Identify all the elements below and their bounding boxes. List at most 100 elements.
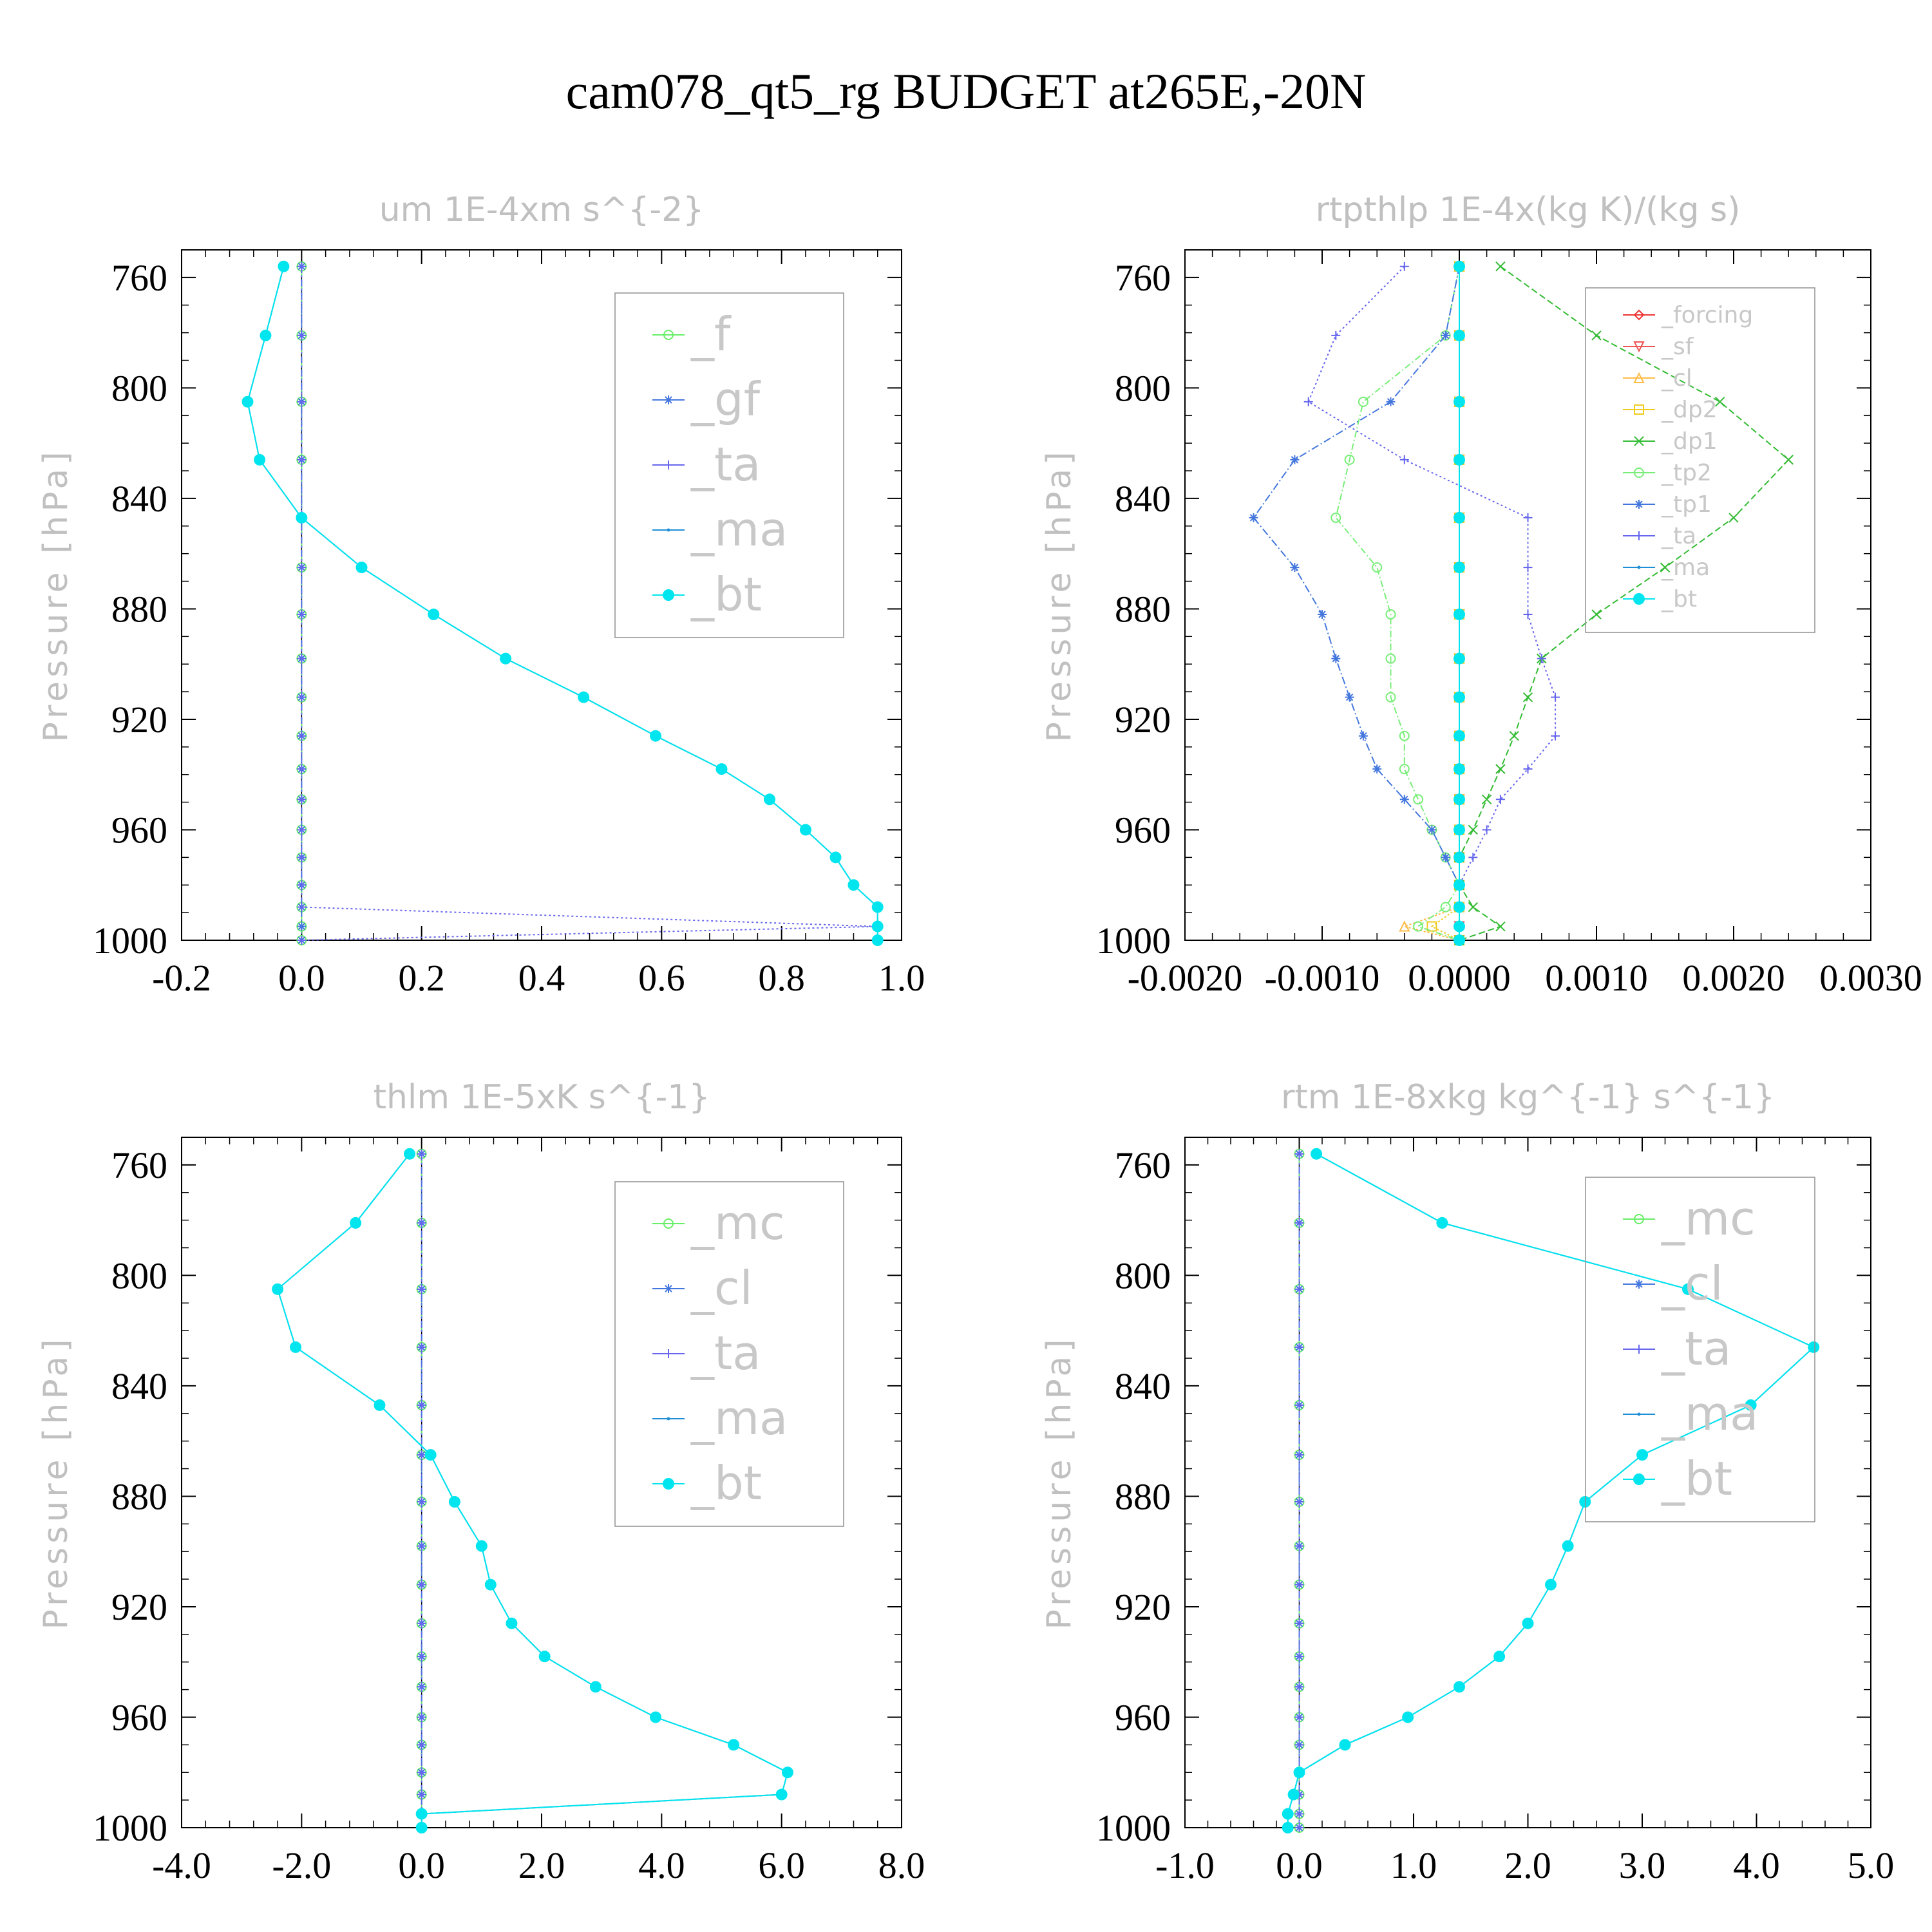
legend-entry: _tp2	[1623, 460, 1712, 486]
data-point	[1358, 396, 1368, 407]
panel-title: thlm 1E-5xK s^{-1}	[374, 1078, 710, 1117]
data-point	[417, 1618, 426, 1628]
panel-title: rtpthlp 1E-4x(kg K)/(kg s)	[1316, 191, 1741, 229]
legend-marker	[1634, 436, 1644, 446]
data-point	[1372, 562, 1383, 573]
legend-marker	[667, 1417, 670, 1421]
legend-marker	[1634, 404, 1644, 415]
data-point	[1714, 397, 1725, 407]
series-line	[1459, 265, 1790, 941]
data-point	[417, 1284, 426, 1294]
series-line	[1402, 266, 1460, 941]
legend-marker	[1634, 1345, 1643, 1354]
data-point	[848, 879, 860, 891]
legend-label: _cl	[690, 1261, 753, 1315]
data-point	[417, 1652, 426, 1662]
y-tick-label: 1000	[1096, 1807, 1171, 1849]
legend-label: _tp1	[1661, 491, 1712, 518]
legend-label: _forcing	[1661, 302, 1753, 328]
x-tick-label: 0.0	[398, 1844, 445, 1886]
data-point	[1294, 1740, 1304, 1750]
data-point	[775, 1788, 788, 1801]
series-bt	[1454, 260, 1465, 946]
series-ta	[297, 261, 882, 945]
series-dp1	[1454, 261, 1794, 945]
data-point	[1331, 654, 1341, 663]
legend-entry: _cl	[652, 1261, 753, 1315]
series-ma	[245, 265, 880, 942]
legend-label: _ma	[690, 502, 788, 556]
legend-label: _bt	[690, 1456, 762, 1510]
data-point	[1339, 1739, 1351, 1751]
plot-frame	[1184, 1137, 1871, 1828]
y-tick-label: 960	[111, 1696, 167, 1738]
legend-marker	[663, 1218, 674, 1229]
legend-label: _ta	[1661, 523, 1696, 549]
series-line	[1307, 265, 1557, 940]
data-point	[829, 851, 842, 864]
legend-entry: _bt	[1623, 586, 1697, 612]
legend-label: _sf	[1661, 334, 1694, 360]
data-point	[1440, 902, 1451, 913]
data-point	[1399, 764, 1410, 775]
legend-marker	[1633, 341, 1645, 353]
legend: _mc _cl _ta _ma _bt	[614, 1181, 844, 1527]
data-point	[1537, 654, 1546, 663]
legend-label: _ma	[1661, 554, 1710, 581]
data-point	[1399, 730, 1410, 741]
data-point	[1385, 609, 1396, 620]
data-point	[1495, 764, 1506, 774]
x-tick-label: -4.0	[152, 1844, 211, 1886]
legend-label: _mc	[690, 1196, 785, 1250]
data-point	[1344, 454, 1355, 465]
data-point	[1358, 731, 1368, 741]
series-line	[301, 266, 878, 941]
y-tick-label: 760	[111, 1144, 167, 1186]
data-point	[1290, 563, 1300, 573]
legend-box	[614, 1181, 844, 1527]
data-point	[1523, 764, 1533, 774]
x-tick-label: 0.6	[638, 957, 685, 999]
data-point	[297, 692, 307, 702]
data-point	[297, 563, 307, 573]
legend-entry: _ta	[1623, 523, 1696, 549]
legend-marker	[663, 1478, 674, 1490]
x-tick-label: 2.0	[518, 1844, 565, 1886]
data-point	[1294, 1712, 1304, 1722]
data-point	[1636, 1449, 1648, 1461]
data-point	[1413, 921, 1424, 932]
y-tick-label: 760	[1115, 257, 1171, 299]
data-point	[448, 1496, 460, 1508]
legend: _f _gf _ta _ma _bt	[614, 292, 844, 638]
legend-label: _ma	[690, 1391, 788, 1445]
legend-label: _mc	[1661, 1191, 1756, 1245]
legend-entry: _mc	[1623, 1191, 1756, 1245]
legend-marker	[667, 528, 670, 532]
data-point	[871, 934, 884, 946]
data-point	[1454, 511, 1465, 524]
panel-title: um 1E-4xm s^{-2}	[379, 191, 705, 229]
y-tick-label: 1000	[93, 1807, 167, 1849]
y-tick-label: 880	[1115, 1475, 1171, 1517]
data-point	[1454, 730, 1465, 742]
data-point	[1303, 397, 1313, 406]
data-point	[1436, 1217, 1448, 1229]
data-point	[417, 1790, 426, 1799]
data-point	[417, 1580, 426, 1589]
legend-label: _tp2	[1661, 460, 1712, 486]
x-tick-label: 1.0	[1390, 1844, 1437, 1886]
x-tick-label: 0.8	[758, 957, 805, 999]
data-point	[1413, 794, 1424, 805]
data-point	[1385, 653, 1396, 664]
data-point	[417, 1541, 426, 1551]
legend-marker	[663, 589, 674, 601]
data-point	[1454, 562, 1465, 574]
data-point	[415, 1822, 428, 1833]
legend-marker	[664, 460, 673, 469]
x-tick-label: 3.0	[1619, 1844, 1666, 1886]
plot-frame	[181, 249, 902, 941]
legend-entry: _ta	[652, 1326, 761, 1380]
legend-entry: _tp1	[1623, 491, 1712, 518]
data-point	[1551, 731, 1560, 741]
